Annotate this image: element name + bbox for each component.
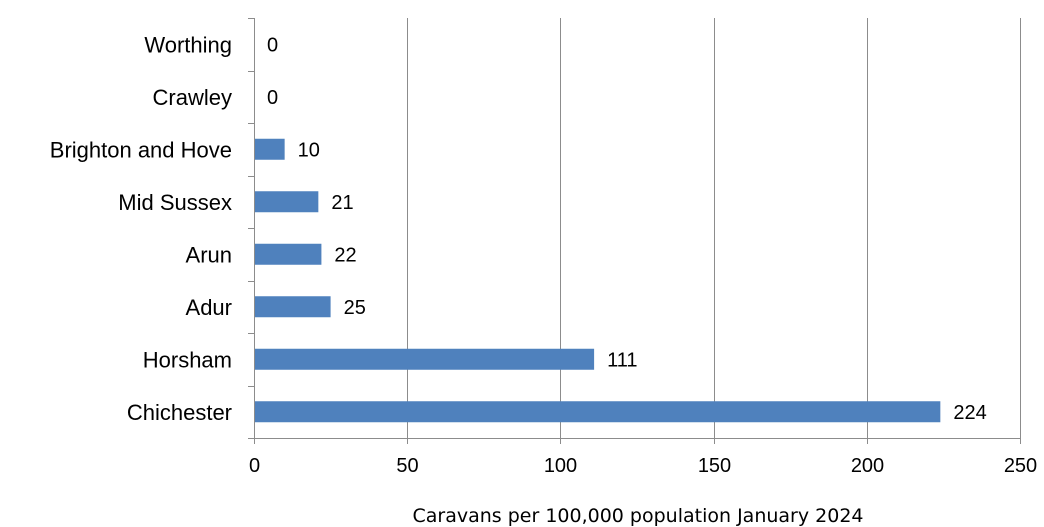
labels: 0 50 100 150 200 250 Worthing 0 Crawley 0 Brighton…	[50, 32, 1037, 477]
category-label: Horsham	[143, 347, 232, 372]
category-label: Brighton and Hove	[50, 137, 232, 162]
x-axis-title: Caravans per 100,000 population January …	[412, 505, 863, 527]
axes	[248, 18, 1021, 444]
bar	[255, 348, 595, 370]
category-label: Chichester	[127, 400, 232, 425]
data-label: 21	[331, 192, 353, 214]
data-label: 224	[953, 402, 986, 424]
x-tick-label: 50	[396, 455, 418, 477]
category-label: Arun	[186, 242, 232, 267]
x-tick-label: 0	[249, 455, 260, 477]
data-label: 22	[334, 244, 356, 266]
x-tick-label: 100	[544, 455, 577, 477]
x-tick-label: 200	[851, 455, 884, 477]
bars	[255, 138, 941, 423]
data-label: 111	[607, 349, 637, 371]
bar	[255, 243, 322, 265]
bar	[255, 191, 319, 213]
x-tick-label: 150	[698, 455, 731, 477]
category-label: Mid Sussex	[118, 190, 232, 215]
bar	[255, 138, 285, 160]
category-label: Worthing	[144, 32, 232, 57]
data-label: 0	[267, 87, 278, 109]
bar	[255, 401, 941, 423]
data-label: 0	[267, 34, 278, 56]
gridlines	[407, 18, 1021, 438]
bar	[255, 296, 331, 318]
x-tick-label: 250	[1004, 455, 1037, 477]
data-label: 10	[298, 139, 320, 161]
category-label: Crawley	[153, 85, 232, 110]
category-label: Adur	[186, 295, 232, 320]
data-label: 25	[344, 297, 366, 319]
